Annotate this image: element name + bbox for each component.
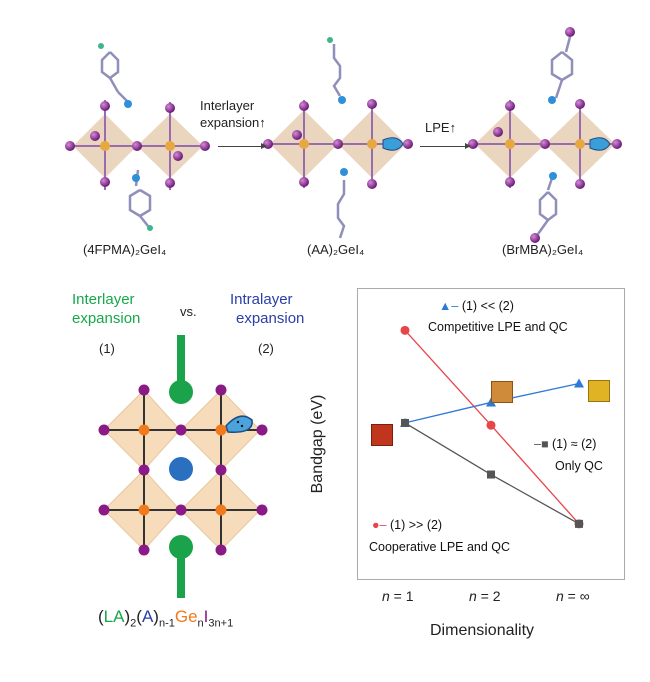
- a-site-cation: [169, 457, 193, 481]
- point-square-1: [487, 470, 495, 479]
- arrow2-text: LPE↑: [425, 120, 457, 135]
- general-formula: (LA)2(A)n-1GenI3n+1: [98, 607, 234, 630]
- intralayer-label-line2: expansion: [236, 310, 305, 327]
- structure-4fpma: [65, 43, 210, 231]
- interlayer-label-line1: Interlayer: [72, 291, 135, 308]
- point-circle-0: [400, 325, 410, 335]
- arrow1-line: [218, 143, 267, 149]
- point-square-0: [401, 418, 409, 427]
- ge-atoms: [138, 424, 227, 516]
- arrow1-text-line2: expansion↑: [200, 115, 266, 130]
- annotation-red: ●– (1) >> (2): [372, 518, 443, 532]
- arrow1-text-line1: Interlayer: [200, 98, 255, 113]
- annotation-red-desc: Cooperative LPE and QC: [369, 540, 511, 554]
- organic-spacer-top: [177, 335, 185, 385]
- swatch-ninf: [588, 380, 610, 402]
- swatch-n2: [491, 381, 513, 403]
- point-circle-1: [486, 420, 496, 430]
- molecule-label-1: (4FPMA)₂GeI₄: [83, 242, 167, 257]
- intralayer-number: (2): [258, 341, 274, 356]
- point-triangle-2: [574, 378, 584, 388]
- y-axis-label: Bandgap (eV): [309, 394, 326, 494]
- interlayer-label-line2: expansion: [72, 310, 141, 327]
- point-square-2: [575, 519, 583, 528]
- arrow2-line: [420, 143, 471, 149]
- structure-brmba: [468, 27, 622, 243]
- annotation-blue: ▲– (1) << (2): [439, 299, 514, 313]
- organic-head-top: [169, 380, 193, 404]
- organic-head-bottom: [169, 535, 193, 559]
- organic-spacer-bottom: [177, 553, 185, 598]
- intralayer-label-line1: Intralayer: [230, 291, 293, 308]
- interlayer-number: (1): [99, 341, 115, 356]
- chart-frame: [357, 288, 625, 580]
- annotation-gray: –■ (1) ≈ (2): [534, 437, 597, 451]
- tick-n2: n = 2: [469, 588, 501, 604]
- lone-pair-lobe: [225, 415, 253, 433]
- perovskite-schematic: [98, 335, 268, 598]
- x-axis-label: Dimensionality: [430, 622, 535, 639]
- annotation-blue-desc: Competitive LPE and QC: [428, 320, 568, 334]
- swatch-n1: [371, 424, 393, 446]
- annotation-gray-desc: Only QC: [555, 459, 603, 473]
- structure-aa: [263, 37, 413, 239]
- vs-label: vs.: [180, 304, 197, 319]
- tick-n1: n = 1: [382, 588, 414, 604]
- molecule-structures: [65, 27, 622, 243]
- tick-ninf: n = ∞: [556, 588, 590, 604]
- molecule-label-2: (AA)₂GeI₄: [307, 242, 365, 257]
- iodide-atoms: [98, 384, 268, 556]
- molecule-label-3: (BrMBA)₂GeI₄: [502, 242, 584, 257]
